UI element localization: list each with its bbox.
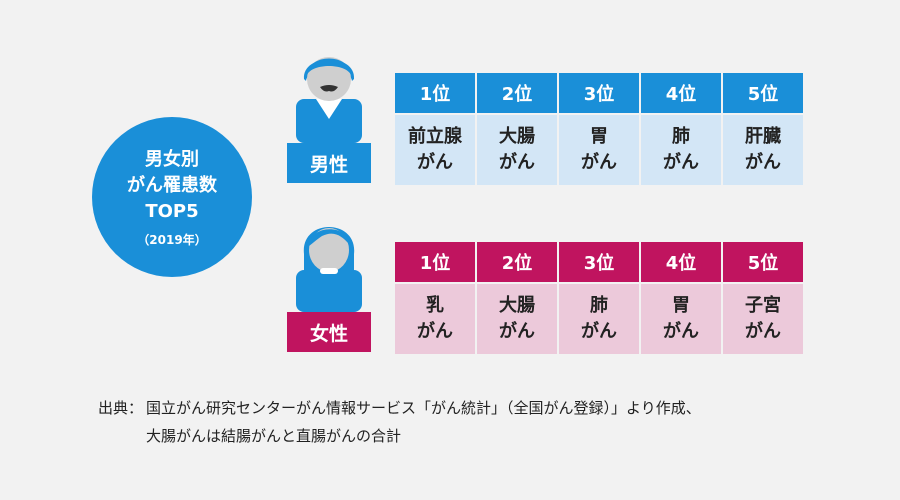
male-rank-cell-5: 肝臓 がん [723,115,803,185]
male-person-icon [296,57,362,143]
male-rank-cell-4: 肺がん [641,115,721,185]
female-rank-header-1: 1位 [395,242,475,282]
female-rank-cell-5: 子宮 がん [723,284,803,354]
cancer-suffix: がん [581,321,617,342]
male-rank-header-3: 3位 [559,73,639,113]
cancer-suffix: がん [499,152,535,173]
cancer-suffix: がん [745,321,781,342]
cancer-site: 胃 [590,126,608,147]
female-rank-header-5: 5位 [723,242,803,282]
cancer-site: 乳 [426,295,444,316]
source-note: 出典： 国立がん研究センターがん情報サービス「がん統計」（全国がん登録）」より作… [98,394,701,450]
cancer-site: 胃 [672,295,690,316]
cancer-site: 大腸 [499,295,535,316]
male-rank-header-5: 5位 [723,73,803,113]
source-prefix: 出典： [98,399,144,417]
female-person-icon [296,227,362,312]
cancer-site: 子宮 [745,295,781,316]
title-badge: 男女別 がん罹患数 TOP5 （2019年） [92,117,252,277]
female-rank-cell-2: 大腸 がん [477,284,557,354]
cancer-site: 前立腺 [408,126,462,147]
male-rank-cell-3: 胃がん [559,115,639,185]
source-line-1: 国立がん研究センターがん情報サービス「がん統計」（全国がん登録）」より作成、 [146,399,701,417]
source-line-2: 大腸がんは結腸がんと直腸がんの合計 [146,427,402,445]
female-rank-header-2: 2位 [477,242,557,282]
female-rank-cell-3: 肺がん [559,284,639,354]
cancer-suffix: がん [417,321,453,342]
male-rank-header-1: 1位 [395,73,475,113]
male-label: 男性 [287,143,371,183]
cancer-suffix: がん [417,152,453,173]
cancer-suffix: がん [745,152,781,173]
title-line-1: 男女別 [145,148,199,170]
title-year: （2019年） [137,232,207,247]
female-rank-cell-1: 乳がん [395,284,475,354]
male-rank-cell-1: 前立腺 がん [395,115,475,185]
male-rank-cell-2: 大腸 がん [477,115,557,185]
female-label: 女性 [287,312,371,352]
female-rank-header-4: 4位 [641,242,721,282]
title-line-2: がん罹患数 [127,174,217,196]
cancer-suffix: がん [663,152,699,173]
female-rank-cell-4: 胃がん [641,284,721,354]
cancer-suffix: がん [663,321,699,342]
title-line-3: TOP5 [145,200,199,222]
cancer-site: 肝臓 [745,126,781,147]
female-rank-header-3: 3位 [559,242,639,282]
male-rank-header-4: 4位 [641,73,721,113]
cancer-suffix: がん [499,321,535,342]
female-ranking-table: 1位 2位 3位 4位 5位 乳がん 大腸がん 肺がん 胃がん 子宮がん [395,242,803,354]
male-ranking-table: 1位 2位 3位 4位 5位 前立腺がん 大腸がん 胃がん 肺がん 肝臓がん [395,73,803,185]
cancer-site: 大腸 [499,126,535,147]
cancer-site: 肺 [672,126,690,147]
male-rank-header-2: 2位 [477,73,557,113]
cancer-site: 肺 [590,295,608,316]
cancer-suffix: がん [581,152,617,173]
